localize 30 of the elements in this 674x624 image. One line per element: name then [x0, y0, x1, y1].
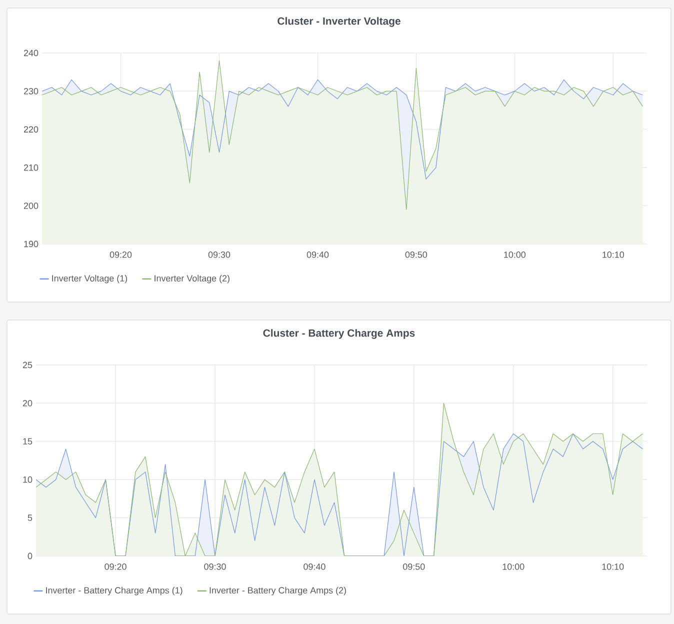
x-tick-label: 09:50 [403, 564, 425, 570]
x-tick-label: 09:20 [104, 564, 126, 570]
y-tick-label: 5 [28, 514, 32, 521]
y-tick-label: 25 [22, 362, 32, 368]
y-tick-label: 240 [24, 50, 38, 56]
legend-label: Inverter Voltage (1) [52, 274, 128, 284]
x-tick-label: 10:00 [504, 252, 526, 258]
x-tick-label: 09:50 [405, 252, 428, 258]
x-tick-label: 09:40 [306, 252, 329, 258]
x-tick-label: 09:30 [208, 252, 230, 258]
chart-title: Cluster - Inverter Voltage [278, 17, 400, 27]
x-tick-label: 09:40 [304, 564, 326, 570]
x-tick-label: 09:30 [204, 564, 226, 570]
y-tick-label: 210 [24, 164, 38, 171]
legend-label: Inverter - Battery Charge Amps (2) [210, 586, 346, 596]
y-tick-label: 190 [24, 240, 38, 248]
y-tick-label: 200 [24, 202, 38, 209]
y-tick-label: 230 [24, 88, 38, 94]
y-tick-label: 15 [23, 438, 32, 445]
legend-label: Inverter - Battery Charge Amps (1) [46, 586, 182, 596]
x-tick-label: 09:20 [110, 252, 132, 258]
x-tick-label: 10:00 [502, 564, 524, 570]
x-tick-label: 10:10 [602, 252, 624, 258]
y-tick-label: 10 [23, 476, 32, 483]
y-tick-label: 20 [22, 400, 32, 406]
legend-label: Inverter Voltage (2) [154, 274, 230, 284]
x-tick-label: 10:10 [602, 564, 624, 570]
y-tick-label: 220 [24, 126, 38, 133]
chart-title: Cluster - Battery Charge Amps [263, 329, 415, 339]
y-tick-label: 0 [28, 552, 32, 560]
